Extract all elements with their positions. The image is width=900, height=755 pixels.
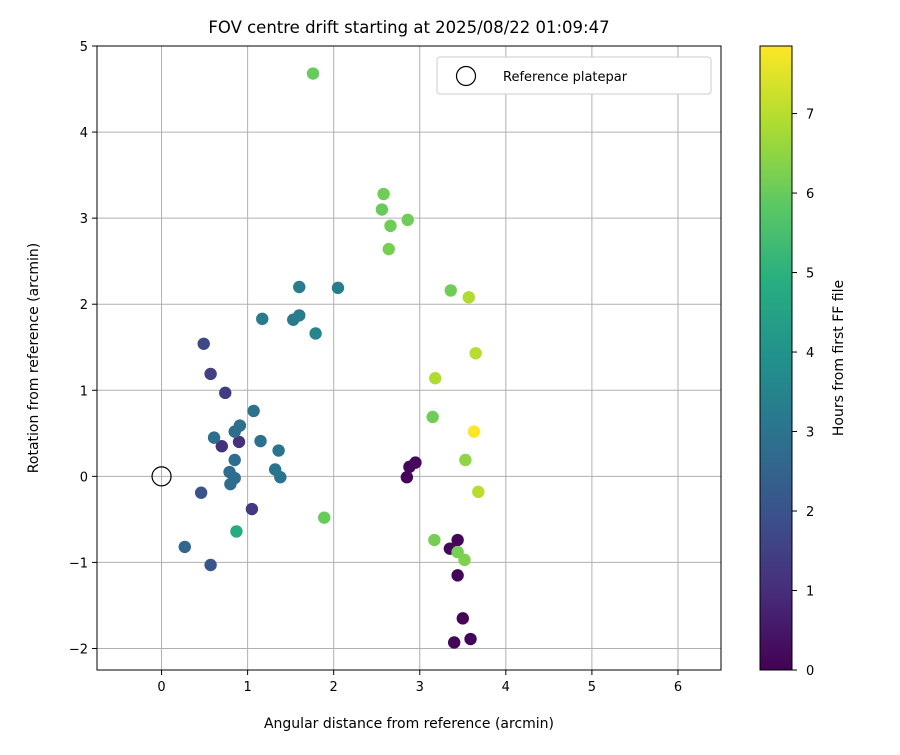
legend-box xyxy=(436,56,712,95)
data-point xyxy=(194,486,208,499)
data-point xyxy=(401,213,414,227)
data-points xyxy=(178,67,485,649)
data-point xyxy=(207,431,221,444)
y-tick-label: 1 xyxy=(80,384,88,399)
data-point xyxy=(228,453,241,467)
data-point xyxy=(309,327,322,340)
y-tick-label: 3 xyxy=(80,212,88,227)
data-point xyxy=(178,540,191,554)
data-point xyxy=(409,456,422,469)
data-point xyxy=(375,203,389,216)
x-tick-label: 2 xyxy=(330,680,338,695)
colorbar-tick-label: 0 xyxy=(806,664,814,679)
data-point xyxy=(293,309,306,322)
plot-area-frame xyxy=(96,45,722,671)
data-point xyxy=(382,242,395,256)
data-point xyxy=(204,558,217,572)
reference-marker xyxy=(151,466,172,487)
data-point xyxy=(219,386,232,400)
data-point xyxy=(451,569,464,582)
colorbar: 0 1 2 3 4 5 6 7 Hours from first FF file xyxy=(759,45,847,679)
x-tick-label: 4 xyxy=(502,680,510,695)
data-point xyxy=(306,67,320,80)
data-point xyxy=(197,337,210,350)
data-point xyxy=(272,444,285,457)
data-point xyxy=(230,525,243,538)
data-point xyxy=(469,347,482,360)
grid-lines xyxy=(97,45,721,670)
data-point xyxy=(293,280,306,294)
colorbar-tick-label: 2 xyxy=(806,505,814,520)
data-point xyxy=(464,632,477,646)
legend: Reference platepar xyxy=(436,56,712,95)
data-point xyxy=(429,372,442,385)
legend-label: Reference platepar xyxy=(503,70,628,85)
x-axis-label: Angular distance from reference (arcmin) xyxy=(264,716,554,732)
colorbar-tick-label: 5 xyxy=(806,267,814,282)
data-point xyxy=(274,471,287,484)
colorbar-ticks: 0 1 2 3 4 5 6 7 xyxy=(792,108,814,679)
data-point xyxy=(472,485,485,499)
data-point xyxy=(245,502,259,516)
data-point xyxy=(462,291,476,304)
data-point xyxy=(331,281,345,295)
y-tick-label: 0 xyxy=(80,470,88,485)
data-point xyxy=(247,404,260,418)
data-point xyxy=(232,435,246,449)
colorbar-label: Hours from first FF file xyxy=(831,280,847,436)
data-point xyxy=(428,533,441,547)
x-tick-label: 6 xyxy=(674,680,682,695)
data-point xyxy=(456,612,469,625)
y-axis-label: Rotation from reference (arcmin) xyxy=(26,243,42,473)
data-point xyxy=(458,553,471,567)
data-point xyxy=(233,419,247,432)
reference-point xyxy=(151,466,172,487)
legend-marker xyxy=(455,65,477,87)
y-tick-label: −1 xyxy=(69,556,88,571)
x-tick-label: 1 xyxy=(243,680,251,695)
colorbar-tick-label: 6 xyxy=(806,187,814,202)
x-tick-label: 3 xyxy=(416,680,424,695)
data-point xyxy=(467,425,481,438)
x-tick-label: 0 xyxy=(157,680,165,695)
y-tick-label: −2 xyxy=(69,642,88,657)
colorbar-gradient xyxy=(759,45,793,671)
axis-ticks: 0 1 2 3 4 5 6 −2 −1 0 1 2 3 4 5 xyxy=(69,40,682,695)
data-point xyxy=(459,453,472,467)
y-tick-label: 5 xyxy=(80,40,88,55)
colorbar-tick-label: 3 xyxy=(806,426,814,441)
colorbar-tick-label: 4 xyxy=(806,346,814,361)
data-point xyxy=(444,284,457,297)
data-point xyxy=(426,410,439,424)
colorbar-tick-label: 7 xyxy=(806,108,814,123)
data-point xyxy=(204,367,217,381)
data-point xyxy=(377,187,390,201)
data-point xyxy=(447,636,461,649)
y-tick-label: 2 xyxy=(80,298,88,313)
data-point xyxy=(254,434,267,448)
data-point xyxy=(228,471,241,485)
chart-title: FOV centre drift starting at 2025/08/22 … xyxy=(208,18,609,37)
data-point xyxy=(215,440,228,453)
data-point xyxy=(400,471,414,484)
colorbar-tick-label: 1 xyxy=(806,585,814,600)
data-point xyxy=(256,312,269,326)
data-point xyxy=(384,219,397,233)
data-point xyxy=(451,533,464,547)
y-tick-label: 4 xyxy=(80,126,88,141)
data-point xyxy=(318,511,331,524)
x-tick-label: 5 xyxy=(588,680,596,695)
